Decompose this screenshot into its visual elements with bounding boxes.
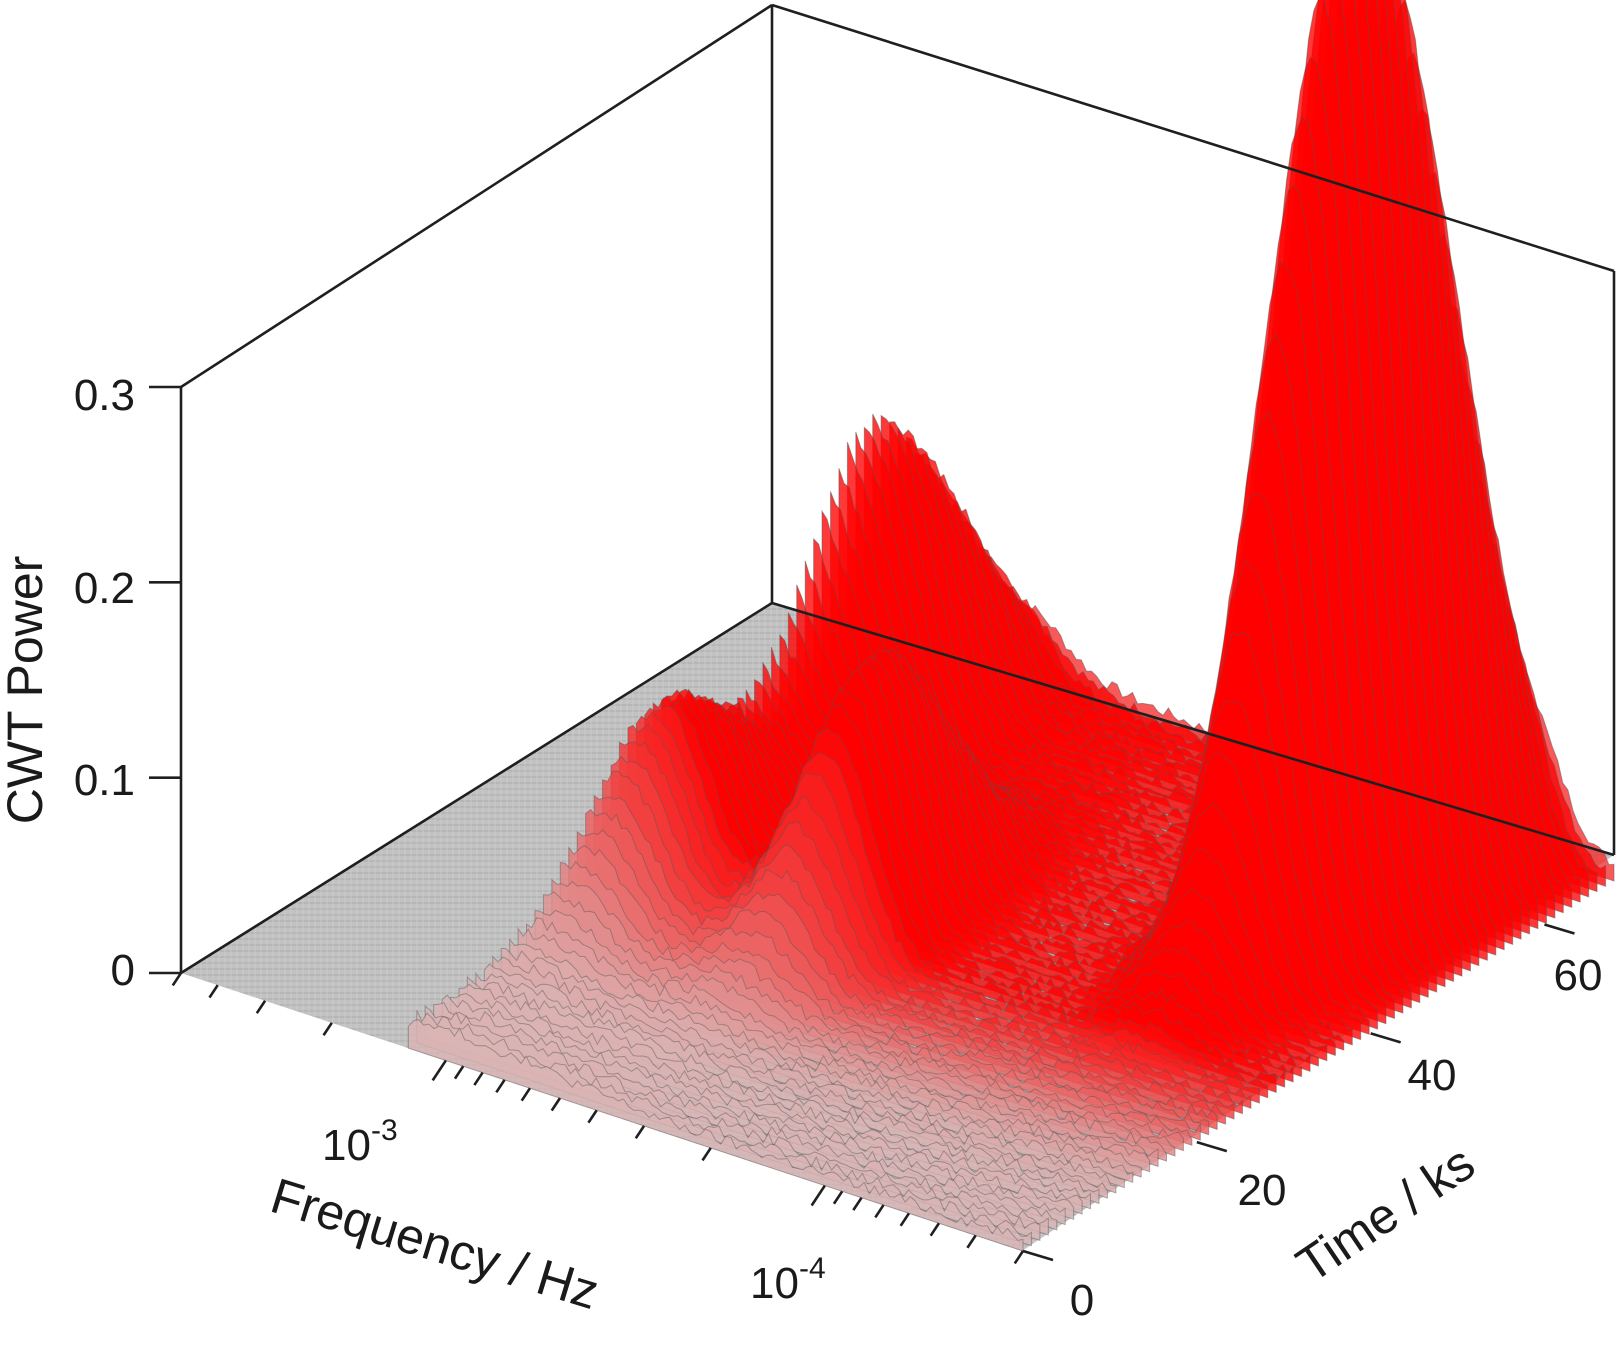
x-major-tick-mark — [431, 1059, 447, 1082]
x-minor-tick-mark — [520, 1087, 532, 1102]
z-axis-label: CWT Power — [0, 556, 53, 825]
tick-layer — [149, 385, 1575, 1265]
surface-layer — [407, 0, 1615, 1252]
x-minor-tick-mark — [453, 1065, 465, 1080]
time-slice — [407, 1019, 1024, 1252]
time-slice — [576, 829, 1193, 1146]
x-minor-tick-mark — [1013, 1250, 1025, 1265]
time-slice — [517, 926, 1134, 1183]
time-slice — [500, 947, 1117, 1194]
y-tick-label: 40 — [1408, 1051, 1457, 1100]
y-tick-mark — [1370, 1032, 1402, 1044]
x-minor-tick-mark — [634, 1125, 646, 1140]
time-slice — [559, 860, 1176, 1157]
time-slice — [441, 994, 1058, 1231]
x-minor-tick-mark — [852, 1196, 863, 1211]
x-minor-tick-mark — [208, 984, 219, 999]
x-axis-label: Frequency / Hz — [265, 1167, 606, 1320]
x-tick-label-1e-3: 10-3 — [322, 1114, 398, 1170]
y-tick-mark — [1022, 1249, 1054, 1262]
time-slice — [475, 971, 1091, 1210]
y-tick-label: 60 — [1554, 951, 1603, 1000]
y-tick-labels: 0 20 40 60 — [1070, 951, 1603, 1325]
x-minor-tick-mark — [473, 1071, 484, 1086]
time-slice — [416, 1010, 1032, 1247]
time-slice — [635, 711, 1252, 1109]
y-tick-mark — [1196, 1140, 1228, 1153]
time-slice — [424, 1005, 1041, 1242]
y-tick-label: 0 — [1070, 1276, 1094, 1325]
y-axis-label: Time / ks — [1287, 1135, 1485, 1294]
x-minor-tick-mark — [966, 1234, 977, 1249]
time-slice — [551, 878, 1167, 1162]
x-minor-tick-mark — [171, 972, 183, 987]
time-slice — [458, 983, 1075, 1220]
y-tick-mark — [1544, 923, 1575, 935]
time-slice — [509, 938, 1125, 1189]
z-tick-label: 0.2 — [74, 564, 135, 613]
x-minor-tick-mark — [587, 1109, 598, 1124]
x-minor-tick-mark — [255, 1000, 267, 1014]
time-slice — [483, 963, 1100, 1205]
x-minor-tick-mark — [495, 1079, 506, 1094]
z-tick-label: 0.1 — [74, 756, 135, 805]
time-slice — [492, 955, 1108, 1199]
time-slice — [568, 845, 1184, 1152]
x-minor-tick-mark — [550, 1097, 562, 1112]
axes-box — [179, 3, 1616, 975]
z-tick-label: 0.3 — [74, 371, 135, 420]
z-tick-label: 0 — [111, 946, 135, 995]
x-minor-tick-mark — [322, 1022, 333, 1036]
x-minor-tick-mark — [874, 1204, 885, 1219]
time-slice — [466, 975, 1083, 1215]
x-tick-labels: 10-3 10-4 — [322, 1114, 826, 1308]
z-tick-labels: 0 0.1 0.2 0.3 — [74, 371, 135, 995]
y-tick-label: 20 — [1238, 1166, 1287, 1215]
x-minor-tick-mark — [899, 1212, 911, 1227]
x-major-tick-mark — [810, 1184, 826, 1207]
x-minor-tick-mark — [701, 1147, 712, 1162]
x-minor-tick-mark — [929, 1222, 941, 1237]
x-minor-tick-mark — [832, 1190, 844, 1205]
x-tick-label-1e-4: 10-4 — [750, 1252, 826, 1308]
